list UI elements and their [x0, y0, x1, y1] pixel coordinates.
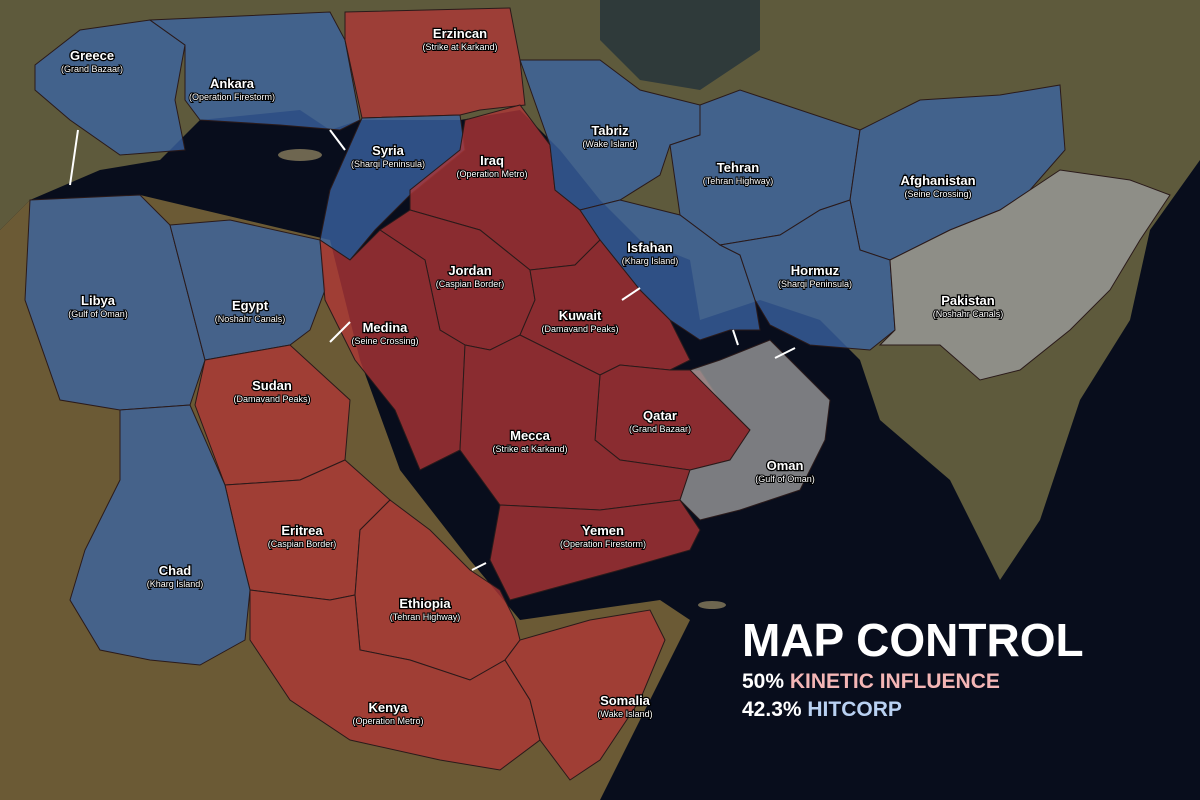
socotra — [698, 601, 726, 609]
territory-name: Tabriz — [591, 123, 629, 138]
territory-name: Hormuz — [791, 263, 840, 278]
territory — [878, 169, 1171, 381]
territory-map: (Strike at Karkand) — [492, 444, 567, 454]
territory-map: (Gulf of Oman) — [68, 309, 128, 319]
territory — [519, 239, 691, 376]
territory-name: Libya — [81, 293, 116, 308]
territory-map: (Seine Crossing) — [904, 189, 971, 199]
summary-title: MAP CONTROL — [742, 614, 1084, 666]
territory-name: Iraq — [480, 153, 504, 168]
territory-name: Tehran — [717, 160, 759, 175]
connector — [471, 562, 487, 571]
caspian-sea — [600, 0, 760, 90]
territory-map: (Sharqi Peninsula) — [778, 279, 852, 289]
territory — [344, 7, 526, 119]
territory — [319, 114, 466, 261]
territory-map: (Gulf of Oman) — [755, 474, 815, 484]
connector — [774, 347, 796, 359]
connector — [621, 287, 641, 301]
territory-map: (Operation Metro) — [352, 716, 423, 726]
faction-name: KINETIC INFLUENCE — [790, 670, 1000, 693]
connector — [732, 329, 739, 346]
connectors — [69, 129, 796, 571]
territory — [148, 11, 361, 131]
territory-map: (Wake Island) — [597, 709, 652, 719]
territory — [679, 339, 831, 521]
territory-map: (Grand Bazaar) — [61, 64, 123, 74]
territory-name: Oman — [767, 458, 804, 473]
territory-name: Ankara — [210, 76, 255, 91]
territory-name: Ethiopia — [399, 596, 451, 611]
territory-name: Yemen — [582, 523, 624, 538]
territory-map: (Seine Crossing) — [351, 336, 418, 346]
territory-map: (Strike at Karkand) — [422, 42, 497, 52]
territory-map: (Tehran Highway) — [703, 176, 774, 186]
faction-name: HITCORP — [807, 698, 902, 721]
territory-name: Egypt — [232, 298, 269, 313]
faction-line: 42.3% HITCORP — [742, 698, 902, 721]
territory-map: (Tehran Highway) — [390, 612, 461, 622]
connector — [329, 129, 346, 151]
connector — [69, 129, 79, 186]
territory — [34, 19, 186, 156]
territory — [69, 404, 251, 666]
territory-name: Isfahan — [627, 240, 673, 255]
territory-name: Somalia — [600, 693, 651, 708]
connector — [329, 321, 351, 343]
territory — [519, 59, 701, 211]
territory-map: (Caspian Border) — [268, 539, 337, 549]
territory-map: (Kharg Island) — [147, 579, 204, 589]
faction-share: 50% — [742, 670, 784, 693]
territory-map: (Damavand Peaks) — [541, 324, 618, 334]
territory-map: (Noshahr Canals) — [933, 309, 1004, 319]
territory-map: (Noshahr Canals) — [215, 314, 286, 324]
territory-name: Qatar — [643, 408, 677, 423]
faction-share: 42.3% — [742, 698, 802, 721]
territory-map: (Kharg Island) — [622, 256, 679, 266]
territory — [489, 499, 701, 601]
territory-name: Syria — [372, 143, 405, 158]
territory-map: (Damavand Peaks) — [233, 394, 310, 404]
territory-name: Chad — [159, 563, 192, 578]
faction-line: 50% KINETIC INFLUENCE — [742, 670, 1000, 693]
territory-map: (Wake Island) — [582, 139, 637, 149]
territory-name: Mecca — [510, 428, 551, 443]
territory-name: Eritrea — [281, 523, 323, 538]
territory-name: Afghanistan — [900, 173, 975, 188]
territory-map: (Grand Bazaar) — [629, 424, 691, 434]
territory-name: Medina — [363, 320, 409, 335]
territory-map: (Operation Firestorm) — [189, 92, 275, 102]
territory-map: (Sharqi Peninsula) — [351, 159, 425, 169]
territory-map: (Operation Metro) — [456, 169, 527, 179]
territory-name: Erzincan — [433, 26, 487, 41]
territories — [24, 7, 1171, 781]
territory-name: Pakistan — [941, 293, 995, 308]
territory-map: (Operation Firestorm) — [560, 539, 646, 549]
territory-map: (Caspian Border) — [436, 279, 505, 289]
labels: Greece(Grand Bazaar)Ankara(Operation Fir… — [60, 25, 1004, 727]
territory-name: Greece — [70, 48, 114, 63]
territory — [459, 334, 691, 511]
territory-name: Kuwait — [559, 308, 602, 323]
territory — [504, 609, 666, 781]
territory-name: Jordan — [448, 263, 491, 278]
territory-name: Kenya — [368, 700, 408, 715]
cyprus — [278, 149, 322, 161]
territory-name: Sudan — [252, 378, 292, 393]
